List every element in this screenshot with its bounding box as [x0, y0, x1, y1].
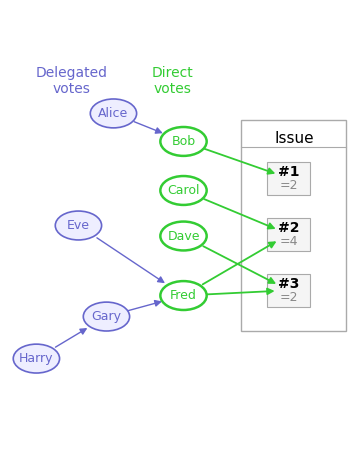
Text: =2: =2 — [279, 291, 298, 304]
FancyBboxPatch shape — [267, 218, 310, 251]
Text: Issue: Issue — [274, 131, 313, 146]
Text: Dave: Dave — [167, 230, 200, 243]
Ellipse shape — [160, 221, 207, 250]
Ellipse shape — [160, 281, 207, 310]
Text: #1: #1 — [278, 165, 299, 179]
Text: Direct
votes: Direct votes — [152, 66, 194, 97]
Text: Harry: Harry — [19, 352, 54, 365]
Ellipse shape — [160, 127, 207, 156]
Ellipse shape — [83, 302, 130, 331]
Ellipse shape — [13, 344, 60, 373]
Ellipse shape — [90, 99, 137, 128]
Text: Bob: Bob — [172, 135, 196, 148]
FancyBboxPatch shape — [241, 120, 346, 331]
Ellipse shape — [160, 176, 207, 205]
Text: Fred: Fred — [170, 289, 197, 302]
Text: Delegated
votes: Delegated votes — [35, 66, 107, 97]
FancyBboxPatch shape — [267, 274, 310, 307]
Ellipse shape — [55, 211, 102, 240]
FancyBboxPatch shape — [267, 161, 310, 195]
Text: Alice: Alice — [98, 107, 128, 120]
Text: Gary: Gary — [91, 310, 121, 323]
Text: Carol: Carol — [167, 184, 200, 197]
Text: #2: #2 — [278, 221, 299, 235]
Text: =4: =4 — [279, 235, 298, 249]
Text: =2: =2 — [279, 179, 298, 193]
Text: #3: #3 — [278, 277, 299, 291]
Text: Eve: Eve — [67, 219, 90, 232]
